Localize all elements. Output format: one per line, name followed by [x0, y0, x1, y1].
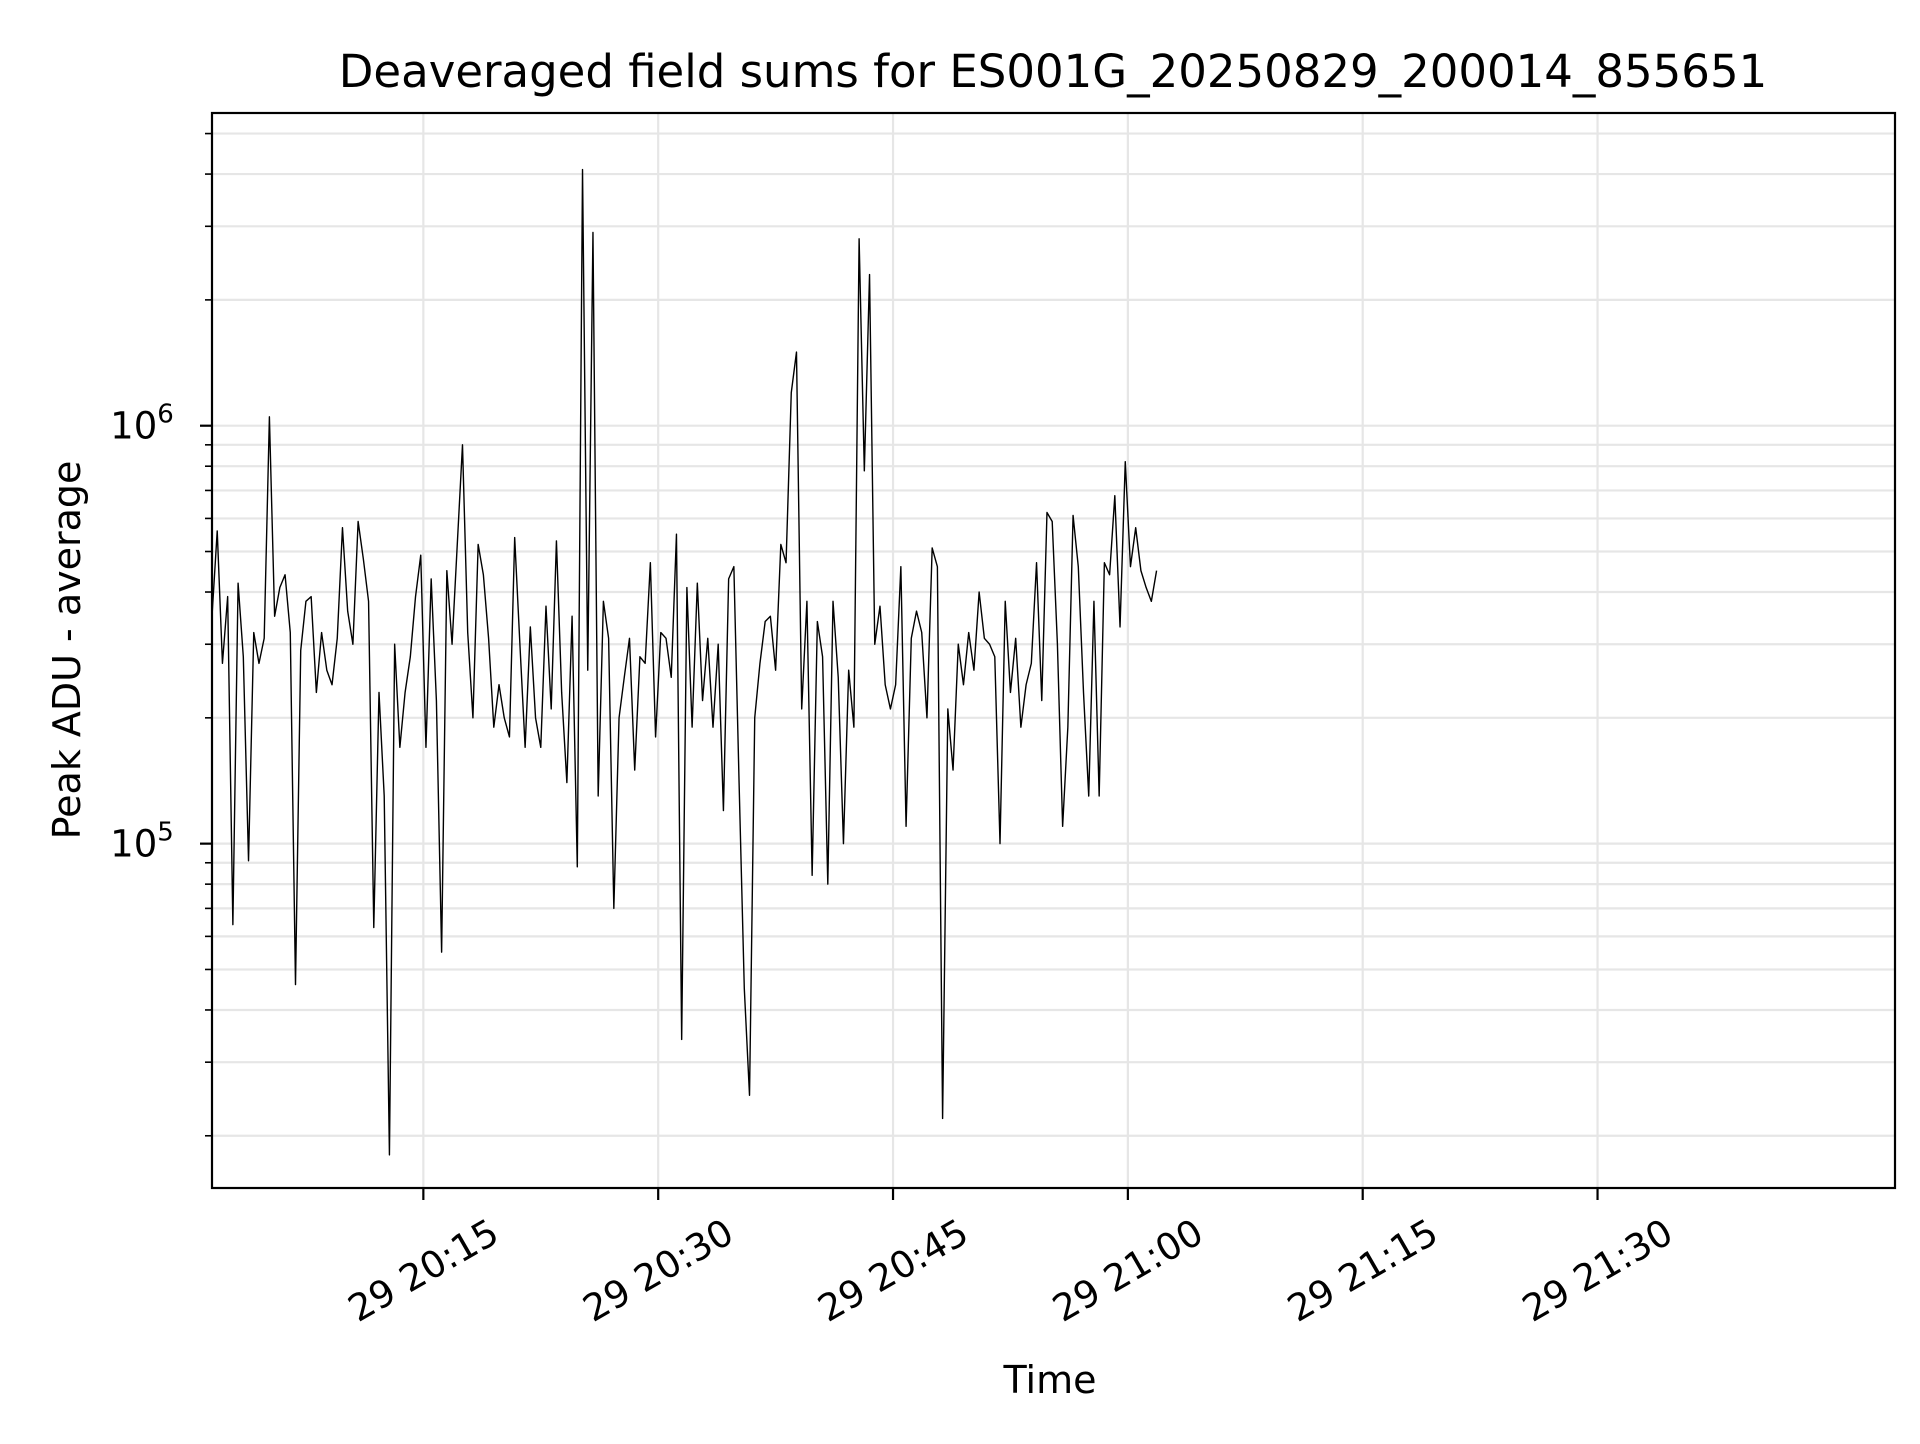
- y-tick-label: 106: [110, 400, 174, 448]
- y-tick-label: 105: [110, 818, 174, 866]
- grid-lines: [212, 113, 1895, 1188]
- y-tick-base: 10: [110, 823, 157, 866]
- plot-frame: [210, 111, 1897, 1190]
- series-line: [211, 168, 1158, 1156]
- y-tick-exponent: 5: [157, 818, 174, 848]
- chart-title: Deaveraged field sums for ES001G_2025082…: [339, 45, 1767, 98]
- x-axis-label: Time: [1003, 1358, 1097, 1402]
- y-tick-base: 10: [110, 405, 157, 448]
- y-tick-exponent: 6: [157, 400, 174, 430]
- y-axis-label: Peak ADU - average: [45, 461, 89, 840]
